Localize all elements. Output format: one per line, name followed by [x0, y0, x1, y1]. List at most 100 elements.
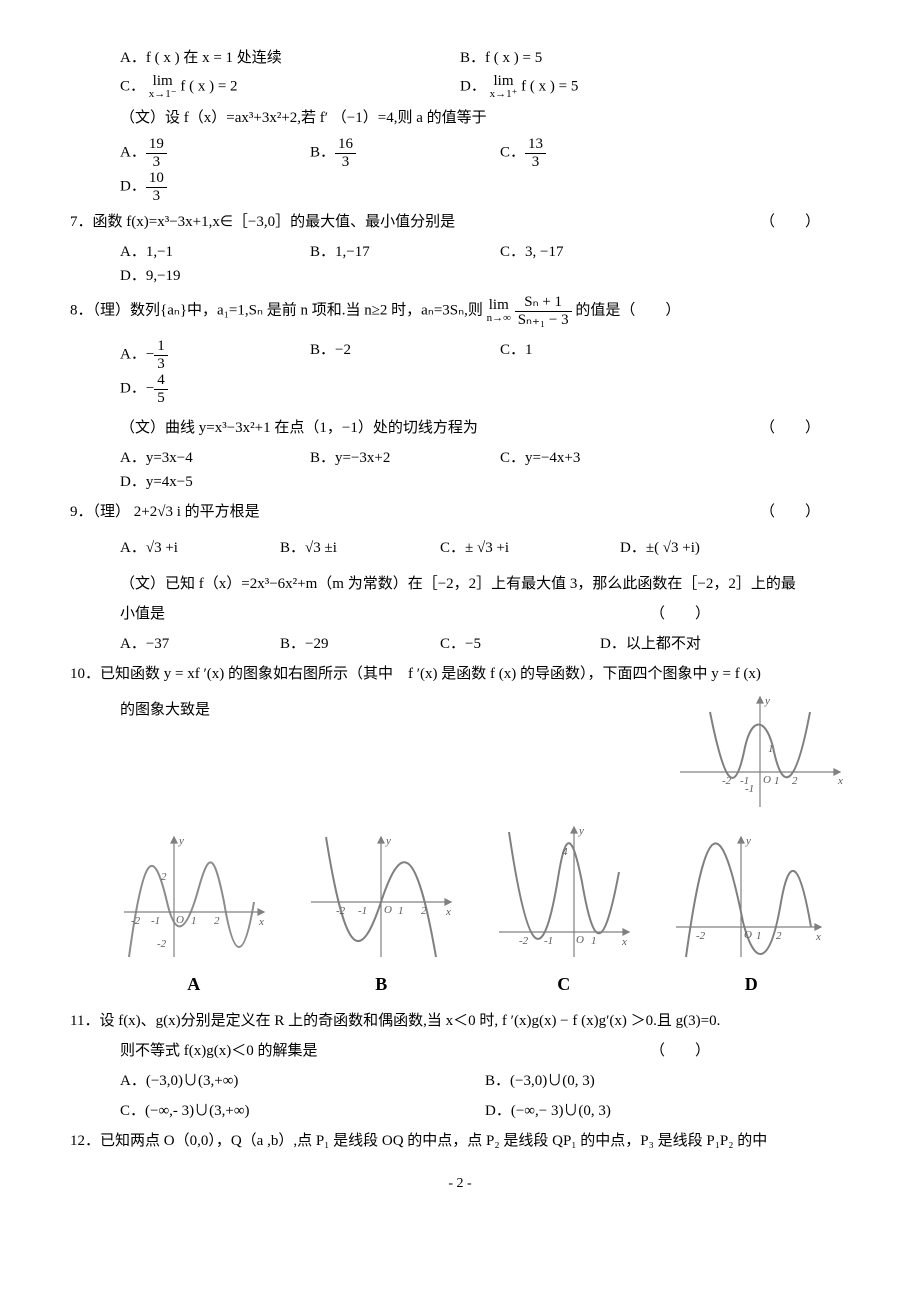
q8r-options: A．−13 B．−2 C．1 D．−45 [120, 338, 850, 406]
q10-graph-c: yx O -2-1 1 4 C [494, 822, 634, 999]
expr: f ( x ) = 5 [521, 78, 578, 94]
svg-text:-2: -2 [336, 905, 346, 917]
q9r-opt-d: D．±( √3 +i) [620, 536, 760, 560]
expr: f ( x ) = 2 [180, 78, 237, 94]
q9r-options: A．√3 +i B．√3 ±i C．± √3 +i D．±( √3 +i) [120, 536, 850, 560]
label-b: B [306, 970, 456, 999]
svg-text:2: 2 [161, 871, 167, 883]
q7-paren: （ ） [760, 210, 820, 234]
svg-text:y: y [385, 835, 391, 847]
svg-text:x: x [621, 936, 627, 948]
frac: Sₙ + 1Sₙ₊₁ − 3 [515, 294, 572, 328]
q11-opt-b: B．(−3,0)∪(0, 3) [485, 1069, 850, 1093]
q11-opt-c: C．(−∞,- 3)∪(3,+∞) [120, 1099, 485, 1123]
q10-stem1: 10．已知函数 y = xf ′(x) 的图象如右图所示（其中 f ′(x) 是… [70, 662, 850, 686]
q9r-opt-c: C．± √3 +i [440, 536, 580, 560]
svg-text:-2: -2 [696, 930, 706, 942]
q8r-opt-b: B．−2 [310, 338, 460, 372]
lim-expr: limn→∞ [487, 298, 511, 324]
q7-opt-d: D．9,−19 [120, 264, 270, 288]
q7-opt-b: B．1,−17 [310, 240, 460, 264]
q9w-opt-a: A．−37 [120, 632, 240, 656]
q11-stem1: 11．设 f(x)、g(x)分别是定义在 R 上的奇函数和偶函数,当 x＜0 时… [70, 1009, 850, 1033]
q6w-opt-a: A．193 [120, 136, 270, 170]
q8w-stem: （文）曲线 y=x³−3x²+1 在点（1，−1）处的切线方程为 [120, 420, 478, 436]
q9w-opt-d: D．以上都不对 [600, 632, 750, 656]
q9r-opt-b: B．√3 ±i [280, 536, 400, 560]
q8r-opt-a: A．−13 [120, 338, 270, 372]
svg-text:1: 1 [591, 935, 597, 947]
q9w-paren: （ ） [650, 602, 710, 626]
svg-text:2: 2 [792, 775, 798, 787]
q10-stem2: 的图象大致是 [120, 698, 670, 722]
q8w-paren: （ ） [760, 416, 820, 440]
svg-text:1: 1 [191, 915, 197, 927]
q6-opt-d: D． limx→1⁺ f ( x ) = 5 [460, 74, 740, 100]
q9w-stem2: 小值是 [120, 606, 165, 622]
svg-text:O: O [576, 934, 584, 946]
lim-expr: limx→1⁺ [490, 74, 518, 100]
q6-opt-c: C． limx→1⁻ f ( x ) = 2 [120, 74, 420, 100]
q7: 7．函数 f(x)=x³−3x+1,x∈［−3,0］的最大值、最小值分别是 （ … [70, 210, 850, 234]
q11-options-2: C．(−∞,- 3)∪(3,+∞) D．(−∞,− 3)∪(0, 3) [120, 1099, 850, 1123]
q11-stem2: 则不等式 f(x)g(x)＜0 的解集是 [120, 1043, 317, 1059]
svg-text:x: x [837, 775, 843, 787]
q11-opt-d: D．(−∞,− 3)∪(0, 3) [485, 1099, 850, 1123]
q6w-opt-b: B．163 [310, 136, 460, 170]
svg-text:O: O [384, 904, 392, 916]
svg-text:O: O [744, 929, 752, 941]
q6w-stem: （文）设 f（x）=ax³+3x²+2,若 f′ （−1）=4,则 a 的值等于 [120, 106, 850, 130]
label: C． [120, 78, 145, 94]
page-footer: - 2 - [70, 1173, 850, 1195]
q11-options-1: A．(−3,0)∪(3,+∞) B．(−3,0)∪(0, 3) [120, 1069, 850, 1093]
q9w-opt-b: B．−29 [280, 632, 400, 656]
q8w-options: A．y=3x−4 B．y=−3x+2 C．y=−4x+3 D．y=4x−5 [120, 446, 850, 494]
q6w-opt-d: D．103 [120, 170, 270, 204]
label-a: A [119, 970, 269, 999]
q6-opt-a: A．f ( x ) 在 x = 1 处连续 [120, 46, 420, 70]
q10-option-graphs: yx O -2-1 12 2 -2 A yx O -2-1 12 B [100, 822, 850, 999]
svg-text:2: 2 [421, 905, 427, 917]
lim-expr: limx→1⁻ [149, 74, 177, 100]
label: D． [460, 78, 486, 94]
q8r-opt-d: D．−45 [120, 372, 270, 406]
q8r-stem-pre: 8．（理）数列{aₙ}中，a₁=1,Sₙ 是前 n 项和.当 n≥2 时，aₙ=… [70, 302, 487, 318]
svg-text:y: y [178, 835, 184, 847]
q11-stem2-row: 则不等式 f(x)g(x)＜0 的解集是 （ ） [120, 1039, 850, 1063]
label-d: D [671, 970, 831, 999]
q9r-paren: （ ） [760, 500, 820, 524]
svg-text:-2: -2 [131, 915, 141, 927]
q8w-opt-c: C．y=−4x+3 [500, 446, 650, 470]
q8r: 8．（理）数列{aₙ}中，a₁=1,Sₙ 是前 n 项和.当 n≥2 时，aₙ=… [70, 294, 850, 328]
q6-options-top: A．f ( x ) 在 x = 1 处连续 B．f ( x ) = 5 C． l… [70, 46, 850, 100]
svg-text:y: y [578, 825, 584, 837]
q7-options: A．1,−1 B．1,−17 C．3, −17 D．9,−19 [120, 240, 850, 288]
svg-text:1: 1 [774, 775, 780, 787]
q7-opt-a: A．1,−1 [120, 240, 270, 264]
q9w-opt-c: C．−5 [440, 632, 560, 656]
svg-text:y: y [764, 695, 770, 707]
svg-text:2: 2 [776, 930, 782, 942]
svg-text:O: O [763, 774, 771, 786]
q9r: 9．（理） 2+2√3 i 的平方根是 （ ） [70, 500, 850, 524]
svg-text:-1: -1 [544, 935, 553, 947]
svg-text:-2: -2 [519, 935, 529, 947]
q8w: （文）曲线 y=x³−3x²+1 在点（1，−1）处的切线方程为 （ ） [120, 416, 850, 440]
q9r-stem: 9．（理） 2+2√3 i 的平方根是 [70, 504, 260, 520]
q11-paren: （ ） [650, 1039, 710, 1063]
q12-stem: 12．已知两点 O（0,0），Q（a ,b）,点 P₁ 是线段 OQ 的中点，点… [70, 1129, 850, 1153]
svg-text:x: x [815, 931, 821, 943]
svg-text:x: x [445, 906, 451, 918]
svg-text:1: 1 [398, 905, 404, 917]
q6w-opt-c: C．133 [500, 136, 650, 170]
q10-graph-a: yx O -2-1 12 2 -2 A [119, 832, 269, 999]
q10-reference-graph: y x O -2-1 12 1 -1 [670, 692, 850, 812]
q9w-stem1: （文）已知 f（x）=2x³−6x²+m（m 为常数）在［−2，2］上有最大值 … [120, 572, 850, 596]
q6w-options: A．193 B．163 C．133 D．103 [120, 136, 850, 204]
q8r-opt-c: C．1 [500, 338, 650, 372]
q9w-options: A．−37 B．−29 C．−5 D．以上都不对 [120, 632, 850, 656]
label-c: C [494, 970, 634, 999]
q9r-opt-a: A．√3 +i [120, 536, 240, 560]
svg-text:2: 2 [214, 915, 220, 927]
q7-stem: 7．函数 f(x)=x³−3x+1,x∈［−3,0］的最大值、最小值分别是 [70, 214, 455, 230]
